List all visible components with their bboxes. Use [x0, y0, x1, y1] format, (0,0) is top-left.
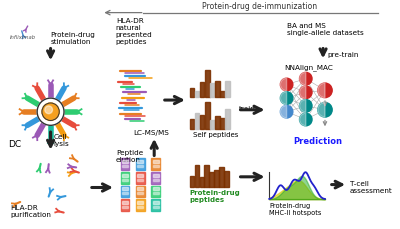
- Bar: [136, 199, 145, 211]
- Bar: [200, 115, 204, 130]
- Bar: [121, 172, 129, 184]
- Bar: [225, 82, 230, 98]
- Bar: [122, 165, 128, 167]
- Bar: [122, 161, 128, 164]
- Bar: [225, 109, 230, 130]
- Circle shape: [42, 104, 59, 121]
- Circle shape: [318, 84, 332, 98]
- Bar: [136, 186, 145, 197]
- Circle shape: [300, 100, 312, 113]
- Bar: [195, 92, 200, 98]
- Circle shape: [280, 79, 293, 91]
- Text: Protein-drug de-immunization: Protein-drug de-immunization: [202, 2, 317, 11]
- Bar: [138, 161, 143, 164]
- Bar: [215, 82, 220, 98]
- Bar: [138, 179, 143, 181]
- Bar: [204, 165, 209, 188]
- Bar: [210, 83, 214, 98]
- Bar: [151, 186, 160, 197]
- Bar: [151, 159, 160, 170]
- Bar: [121, 186, 129, 197]
- Circle shape: [280, 92, 293, 105]
- Bar: [195, 114, 200, 130]
- Bar: [138, 193, 143, 194]
- Bar: [138, 201, 143, 204]
- Bar: [138, 165, 143, 167]
- Bar: [153, 201, 158, 204]
- Bar: [121, 159, 129, 170]
- Text: Protein-drug
stimulation: Protein-drug stimulation: [50, 32, 96, 45]
- Circle shape: [318, 103, 332, 117]
- Bar: [138, 174, 143, 177]
- Bar: [215, 117, 220, 130]
- Wedge shape: [300, 73, 306, 86]
- Text: train: train: [239, 106, 255, 112]
- Circle shape: [280, 106, 293, 119]
- Bar: [224, 172, 229, 188]
- Text: Prediction: Prediction: [293, 136, 342, 145]
- Bar: [138, 206, 143, 208]
- Circle shape: [300, 87, 312, 99]
- Text: LC-MS/MS: LC-MS/MS: [133, 130, 169, 136]
- Wedge shape: [300, 114, 306, 126]
- Bar: [138, 188, 143, 191]
- Bar: [122, 206, 128, 208]
- Bar: [220, 92, 225, 98]
- Bar: [153, 161, 158, 164]
- Bar: [205, 71, 210, 98]
- Bar: [153, 179, 158, 181]
- Text: HLA-DR
natural
presented
peptides: HLA-DR natural presented peptides: [116, 18, 152, 45]
- Bar: [200, 82, 204, 98]
- Bar: [200, 177, 204, 188]
- Text: BA and MS
single-allele datasets: BA and MS single-allele datasets: [286, 23, 363, 36]
- Bar: [122, 193, 128, 194]
- Circle shape: [45, 106, 52, 114]
- Bar: [151, 199, 160, 211]
- Bar: [121, 199, 129, 211]
- Bar: [122, 201, 128, 204]
- Bar: [214, 170, 219, 188]
- Text: Peptide
elution: Peptide elution: [116, 149, 143, 162]
- Bar: [210, 172, 214, 188]
- Text: pre-train: pre-train: [327, 51, 358, 57]
- Bar: [219, 167, 224, 188]
- Wedge shape: [280, 92, 286, 105]
- Bar: [190, 177, 194, 188]
- Bar: [205, 103, 210, 130]
- Wedge shape: [318, 84, 325, 98]
- Wedge shape: [280, 106, 286, 119]
- Text: NNAlign_MAC: NNAlign_MAC: [285, 64, 334, 71]
- Bar: [122, 188, 128, 191]
- Bar: [151, 172, 160, 184]
- Text: Self peptides: Self peptides: [192, 132, 238, 138]
- Wedge shape: [300, 87, 306, 99]
- Bar: [153, 165, 158, 167]
- Circle shape: [300, 114, 312, 126]
- Bar: [153, 206, 158, 208]
- Bar: [122, 179, 128, 181]
- Bar: [190, 88, 194, 98]
- Text: Protein-drug
peptides: Protein-drug peptides: [190, 190, 240, 203]
- Bar: [122, 174, 128, 177]
- Text: Infliximab: Infliximab: [10, 35, 36, 40]
- Bar: [190, 120, 194, 130]
- Circle shape: [37, 99, 64, 126]
- Text: Cell
lysis: Cell lysis: [54, 134, 69, 147]
- Text: Protein-drug
MHC-II hotspots: Protein-drug MHC-II hotspots: [269, 202, 322, 215]
- Bar: [210, 120, 214, 130]
- Wedge shape: [318, 103, 325, 117]
- Bar: [136, 159, 145, 170]
- Bar: [220, 118, 225, 130]
- Bar: [153, 193, 158, 194]
- Bar: [195, 166, 199, 188]
- Text: HLA-DR
purification: HLA-DR purification: [10, 204, 51, 217]
- Bar: [153, 188, 158, 191]
- Text: DC: DC: [8, 139, 22, 148]
- Text: T-cell
assessment: T-cell assessment: [350, 180, 393, 193]
- Circle shape: [300, 73, 312, 86]
- Wedge shape: [280, 79, 286, 91]
- Bar: [153, 174, 158, 177]
- Bar: [136, 172, 145, 184]
- Wedge shape: [300, 100, 306, 113]
